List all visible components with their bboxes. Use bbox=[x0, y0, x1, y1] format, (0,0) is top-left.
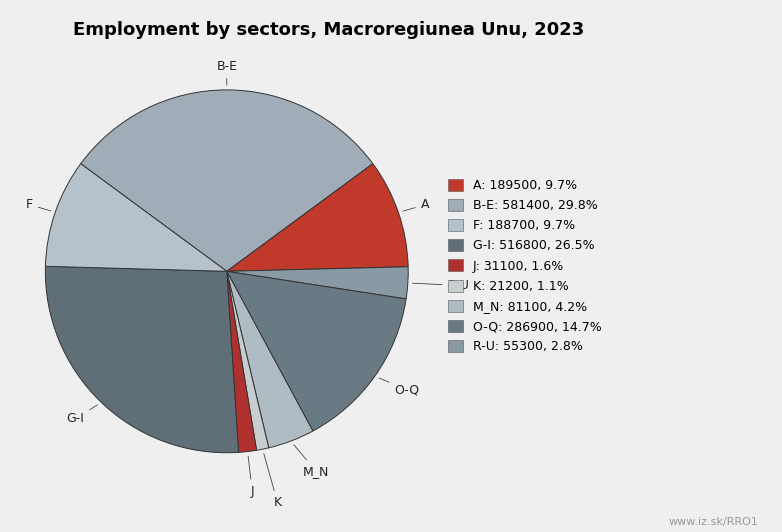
Text: G-I: G-I bbox=[66, 405, 97, 426]
Text: A: A bbox=[403, 198, 429, 211]
Text: R-U: R-U bbox=[412, 279, 469, 292]
Wedge shape bbox=[227, 271, 313, 448]
Wedge shape bbox=[227, 271, 269, 450]
Wedge shape bbox=[45, 267, 239, 453]
Text: K: K bbox=[264, 454, 282, 509]
Wedge shape bbox=[227, 271, 406, 431]
Text: J: J bbox=[248, 456, 254, 498]
Wedge shape bbox=[227, 164, 408, 271]
Text: B-E: B-E bbox=[217, 60, 237, 85]
Text: O-Q: O-Q bbox=[379, 378, 419, 396]
Wedge shape bbox=[81, 90, 373, 271]
Wedge shape bbox=[227, 271, 256, 452]
Wedge shape bbox=[227, 267, 408, 299]
Text: www.iz.sk/RRO1: www.iz.sk/RRO1 bbox=[669, 517, 759, 527]
Text: M_N: M_N bbox=[294, 445, 329, 478]
Text: F: F bbox=[26, 198, 51, 211]
Wedge shape bbox=[45, 164, 227, 271]
Legend: A: 189500, 9.7%, B-E: 581400, 29.8%, F: 188700, 9.7%, G-I: 516800, 26.5%, J: 311: A: 189500, 9.7%, B-E: 581400, 29.8%, F: … bbox=[444, 175, 605, 357]
Text: Employment by sectors, Macroregiunea Unu, 2023: Employment by sectors, Macroregiunea Unu… bbox=[73, 21, 584, 39]
